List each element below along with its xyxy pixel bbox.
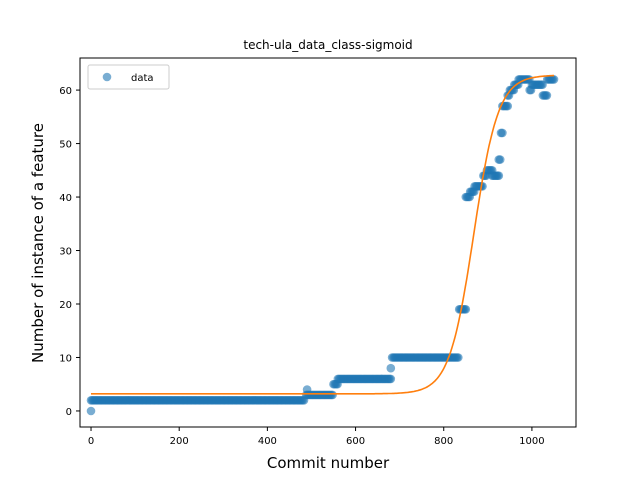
y-tick-label: 10 [59, 353, 72, 364]
data-point [386, 374, 396, 384]
legend-box [87, 64, 170, 90]
legend-label: data [131, 73, 154, 84]
fit-line [91, 74, 554, 395]
x-tick-label: 600 [346, 436, 365, 447]
data-point [386, 363, 396, 373]
x-tick-label: 800 [434, 436, 453, 447]
data-point [549, 75, 559, 84]
data-point [498, 128, 507, 138]
y-tick-label: 40 [59, 193, 72, 204]
y-tick-label: 60 [59, 86, 72, 97]
data-point [495, 155, 505, 164]
y-tick-label: 50 [59, 140, 72, 151]
x-tick-label: 0 [88, 436, 94, 447]
chart-title: tech-ula_data_class-sigmoid [243, 38, 412, 52]
data-point [542, 91, 552, 100]
data-point [461, 305, 471, 314]
x-tick-label: 400 [258, 436, 277, 447]
x-tick-label: 200 [170, 436, 189, 447]
y-tick-label: 0 [66, 407, 72, 418]
x-axis-label: Commit number [267, 454, 390, 472]
axes-frame [79, 57, 577, 428]
data-point [86, 406, 96, 416]
data-point [503, 101, 512, 111]
x-tick-label: 1000 [519, 436, 544, 447]
plot-area: 0 200 400 600 800 1000 0 10 20 30 40 50 60 data [59, 57, 577, 447]
y-tick-label: 20 [59, 300, 72, 311]
data-point [328, 390, 337, 400]
y-axis-label: Number of instance of a feature [29, 123, 47, 363]
data-point [494, 171, 504, 180]
legend-marker [102, 72, 112, 82]
y-tick-label: 30 [59, 247, 72, 258]
data-point [454, 353, 463, 362]
